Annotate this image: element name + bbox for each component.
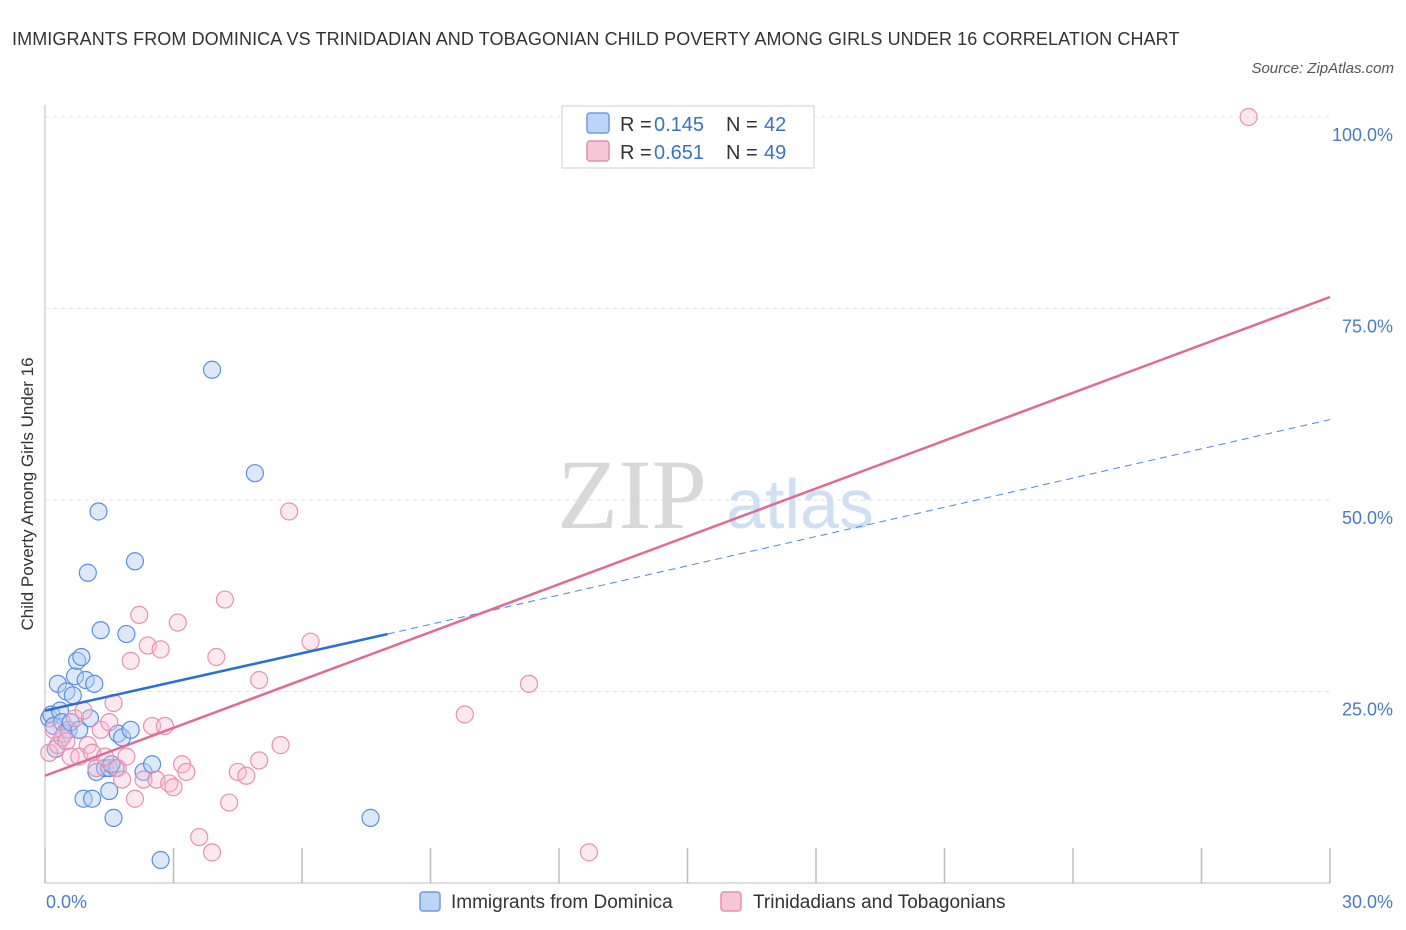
- point-trinidad: [177, 762, 196, 782]
- y-tick-label: 50.0%: [1342, 508, 1393, 528]
- point-dominica: [83, 789, 102, 808]
- point-dominica: [125, 552, 145, 571]
- trend-lines: [44, 295, 1331, 777]
- point-trinidad: [250, 751, 269, 770]
- y-tick-label: 100.0%: [1332, 125, 1393, 145]
- point-trinidad: [168, 613, 187, 632]
- point-trinidad: [220, 793, 239, 812]
- data-points: [40, 107, 1258, 870]
- point-trinidad: [1239, 107, 1258, 127]
- grid-lines: [45, 116, 1330, 692]
- legend-n-label-2: N =: [726, 142, 758, 164]
- point-trinidad: [112, 770, 132, 789]
- point-dominica: [142, 755, 162, 774]
- point-dominica: [89, 502, 108, 521]
- point-dominica: [63, 686, 82, 705]
- legend: R = 0.145 N = 42 R = 0.651 N = 49: [561, 105, 815, 169]
- watermark-zip: ZIP: [557, 439, 707, 550]
- y-tick-label: 25.0%: [1342, 700, 1393, 720]
- legend-r-value-2: 0.651: [654, 142, 704, 164]
- point-dominica: [151, 850, 170, 870]
- legend-r-label-1: R =: [620, 114, 652, 136]
- point-dominica: [202, 360, 222, 379]
- chart-title: IMMIGRANTS FROM DOMINICA VS TRINIDADIAN …: [12, 29, 1180, 49]
- point-trinidad: [151, 640, 170, 659]
- point-dominica: [361, 808, 380, 827]
- legend-r-label-2: R =: [620, 142, 652, 164]
- bottom-legend-swatch-pink: [720, 891, 742, 912]
- bottom-legend-swatch-blue: [419, 891, 441, 912]
- legend-swatch-blue: [586, 112, 610, 134]
- legend-n-value-1: 42: [764, 114, 786, 136]
- watermark-atlas: atlas: [726, 465, 874, 543]
- point-dominica: [104, 808, 123, 827]
- point-trinidad: [117, 747, 136, 766]
- point-trinidad: [57, 732, 76, 751]
- point-trinidad: [130, 605, 149, 625]
- point-dominica: [85, 674, 104, 693]
- trend-trinidad: [44, 295, 1331, 777]
- axes: 25.0% 50.0% 75.0% 100.0%: [44, 105, 1393, 884]
- legend-n-value-2: 49: [764, 142, 786, 164]
- point-dominica: [91, 621, 110, 640]
- point-trinidad: [519, 674, 539, 693]
- bottom-legend-label-pink: Trinidadians and Tobagonians: [753, 892, 1005, 913]
- point-trinidad: [134, 770, 153, 789]
- trend-dominica: [44, 632, 388, 712]
- point-dominica: [100, 781, 119, 801]
- point-dominica: [245, 464, 264, 483]
- point-trinidad: [228, 762, 247, 782]
- point-trinidad: [301, 632, 320, 651]
- point-trinidad: [74, 701, 93, 720]
- legend-swatch-pink: [586, 140, 610, 162]
- point-dominica: [78, 563, 97, 582]
- point-trinidad: [142, 716, 162, 736]
- point-trinidad: [237, 766, 256, 785]
- point-trinidad: [215, 590, 234, 609]
- point-trinidad: [125, 789, 145, 808]
- point-dominica: [117, 624, 136, 644]
- point-trinidad: [100, 713, 119, 732]
- point-trinidad: [207, 647, 226, 667]
- x-tick-label-min: 0.0%: [46, 892, 87, 912]
- point-trinidad: [202, 843, 222, 862]
- point-trinidad: [579, 843, 599, 862]
- y-tick-label: 75.0%: [1342, 317, 1393, 337]
- source-label: Source: ZipAtlas.com: [1251, 60, 1394, 77]
- point-dominica: [70, 720, 89, 739]
- point-dominica: [76, 670, 95, 690]
- legend-n-label-1: N =: [726, 114, 758, 136]
- point-trinidad: [250, 670, 269, 690]
- point-trinidad: [164, 778, 183, 797]
- trend-dominica-extension: [387, 419, 1331, 635]
- point-trinidad: [190, 827, 209, 847]
- point-trinidad: [455, 705, 474, 724]
- bottom-legend-label-blue: Immigrants from Dominica: [451, 892, 673, 913]
- point-dominica: [72, 647, 91, 667]
- legend-r-value-1: 0.145: [654, 114, 704, 136]
- y-axis-label: Child Poverty Among Girls Under 16: [18, 357, 37, 630]
- point-trinidad: [121, 651, 140, 670]
- bottom-legend: Immigrants from Dominica Trinidadians an…: [419, 891, 1005, 913]
- point-dominica: [65, 667, 85, 686]
- point-dominica: [121, 720, 140, 739]
- watermark: ZIP atlas: [557, 439, 874, 550]
- point-trinidad: [280, 502, 299, 521]
- point-trinidad: [271, 736, 290, 755]
- x-tick-label-max: 30.0%: [1342, 892, 1393, 912]
